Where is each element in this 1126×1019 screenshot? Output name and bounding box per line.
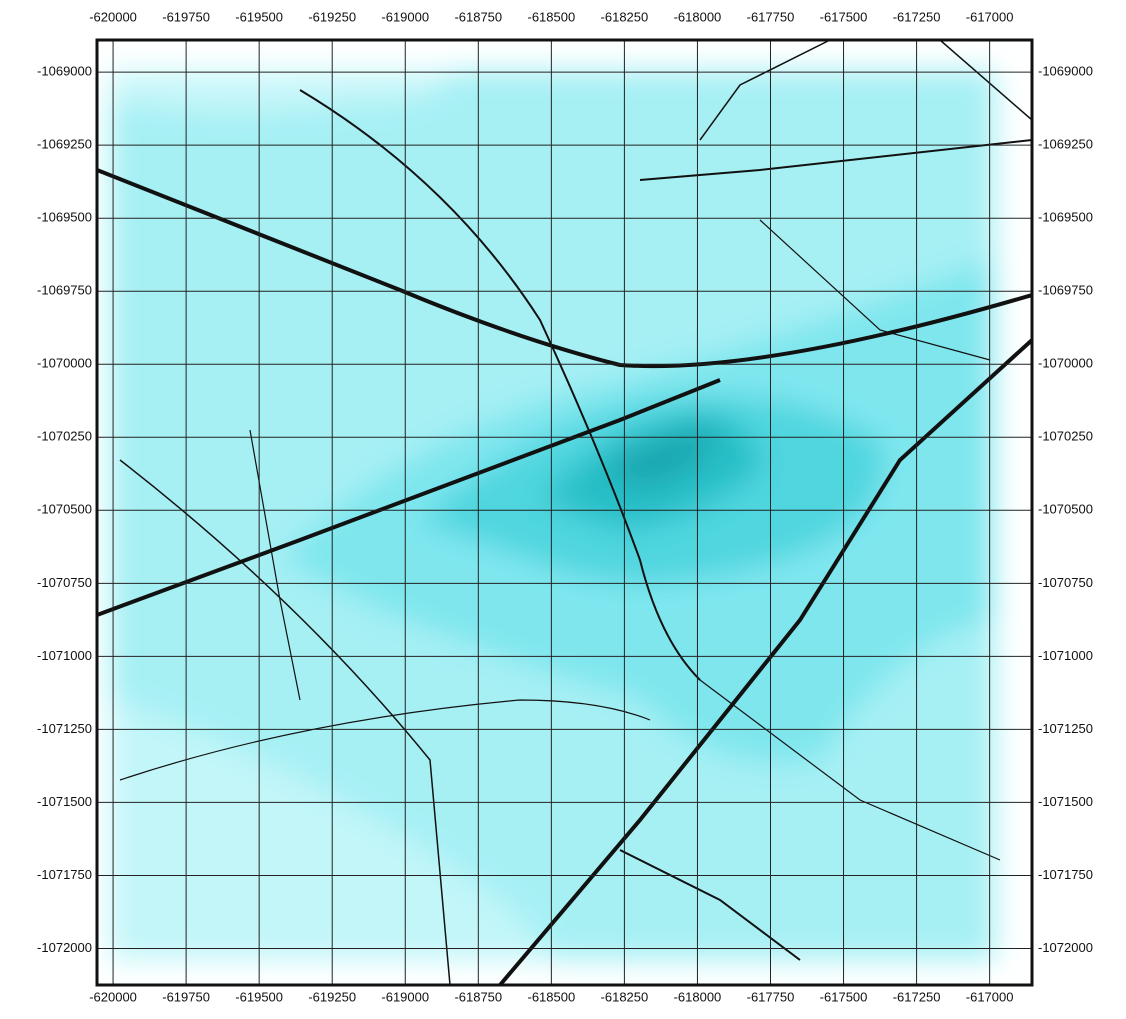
grid <box>97 40 1032 985</box>
y-tick-label-right: -1069500 <box>1038 210 1093 225</box>
y-tick-label-right: -1071000 <box>1038 648 1093 663</box>
x-tick-label-top: -618500 <box>527 9 575 24</box>
x-tick-label-top: -619750 <box>162 9 210 24</box>
x-tick-label-top: -619500 <box>235 9 283 24</box>
y-tick-label-left: -1070000 <box>37 356 92 371</box>
shading <box>110 70 995 960</box>
y-tick-label-left: -1070500 <box>37 502 92 517</box>
y-tick-label-left: -1069500 <box>37 210 92 225</box>
y-tick-label-right: -1070000 <box>1038 356 1093 371</box>
y-tick-label-right: -1070500 <box>1038 502 1093 517</box>
x-tick-label-top: -618750 <box>454 9 502 24</box>
x-tick-label-top: -617250 <box>893 9 941 24</box>
map-area <box>97 40 1032 985</box>
x-tick-label-top: -617750 <box>747 9 795 24</box>
x-tick-label-bottom: -617000 <box>966 989 1014 1004</box>
x-tick-label-bottom: -617250 <box>893 989 941 1004</box>
x-tick-label-top: -620000 <box>89 9 137 24</box>
y-tick-label-left: -1071250 <box>37 721 92 736</box>
y-tick-label-left: -1070250 <box>37 429 92 444</box>
y-tick-label-right: -1069000 <box>1038 64 1093 79</box>
y-tick-label-right: -1071500 <box>1038 794 1093 809</box>
y-tick-label-right: -1071250 <box>1038 721 1093 736</box>
y-tick-label-right: -1069750 <box>1038 283 1093 298</box>
x-tick-label-top: -618250 <box>601 9 649 24</box>
y-tick-label-right: -1069250 <box>1038 137 1093 152</box>
y-tick-label-left: -1069750 <box>37 283 92 298</box>
x-tick-label-bottom: -619500 <box>235 989 283 1004</box>
x-tick-label-top: -619250 <box>308 9 356 24</box>
y-tick-label-left: -1071000 <box>37 648 92 663</box>
x-tick-label-bottom: -617500 <box>820 989 868 1004</box>
y-tick-label-right: -1070250 <box>1038 429 1093 444</box>
x-tick-label-top: -618000 <box>674 9 722 24</box>
y-tick-label-left: -1071500 <box>37 794 92 809</box>
x-tick-label-bottom: -619000 <box>381 989 429 1004</box>
y-tick-label-right: -1072000 <box>1038 940 1093 955</box>
x-tick-label-top: -617000 <box>966 9 1014 24</box>
x-tick-label-top: -617500 <box>820 9 868 24</box>
y-tick-label-left: -1072000 <box>37 940 92 955</box>
x-tick-label-bottom: -618250 <box>601 989 649 1004</box>
x-tick-label-bottom: -619750 <box>162 989 210 1004</box>
y-tick-label-left: -1071750 <box>37 867 92 882</box>
y-tick-label-left: -1069000 <box>37 64 92 79</box>
x-tick-label-bottom: -618500 <box>527 989 575 1004</box>
y-tick-label-right: -1070750 <box>1038 575 1093 590</box>
x-tick-label-bottom: -620000 <box>89 989 137 1004</box>
y-tick-label-left: -1070750 <box>37 575 92 590</box>
y-tick-label-left: -1069250 <box>37 137 92 152</box>
x-tick-label-bottom: -617750 <box>747 989 795 1004</box>
x-tick-label-top: -619000 <box>381 9 429 24</box>
x-tick-label-bottom: -618000 <box>674 989 722 1004</box>
map-frame <box>95 38 1034 987</box>
y-tick-label-right: -1071750 <box>1038 867 1093 882</box>
x-tick-label-bottom: -619250 <box>308 989 356 1004</box>
x-tick-label-bottom: -618750 <box>454 989 502 1004</box>
